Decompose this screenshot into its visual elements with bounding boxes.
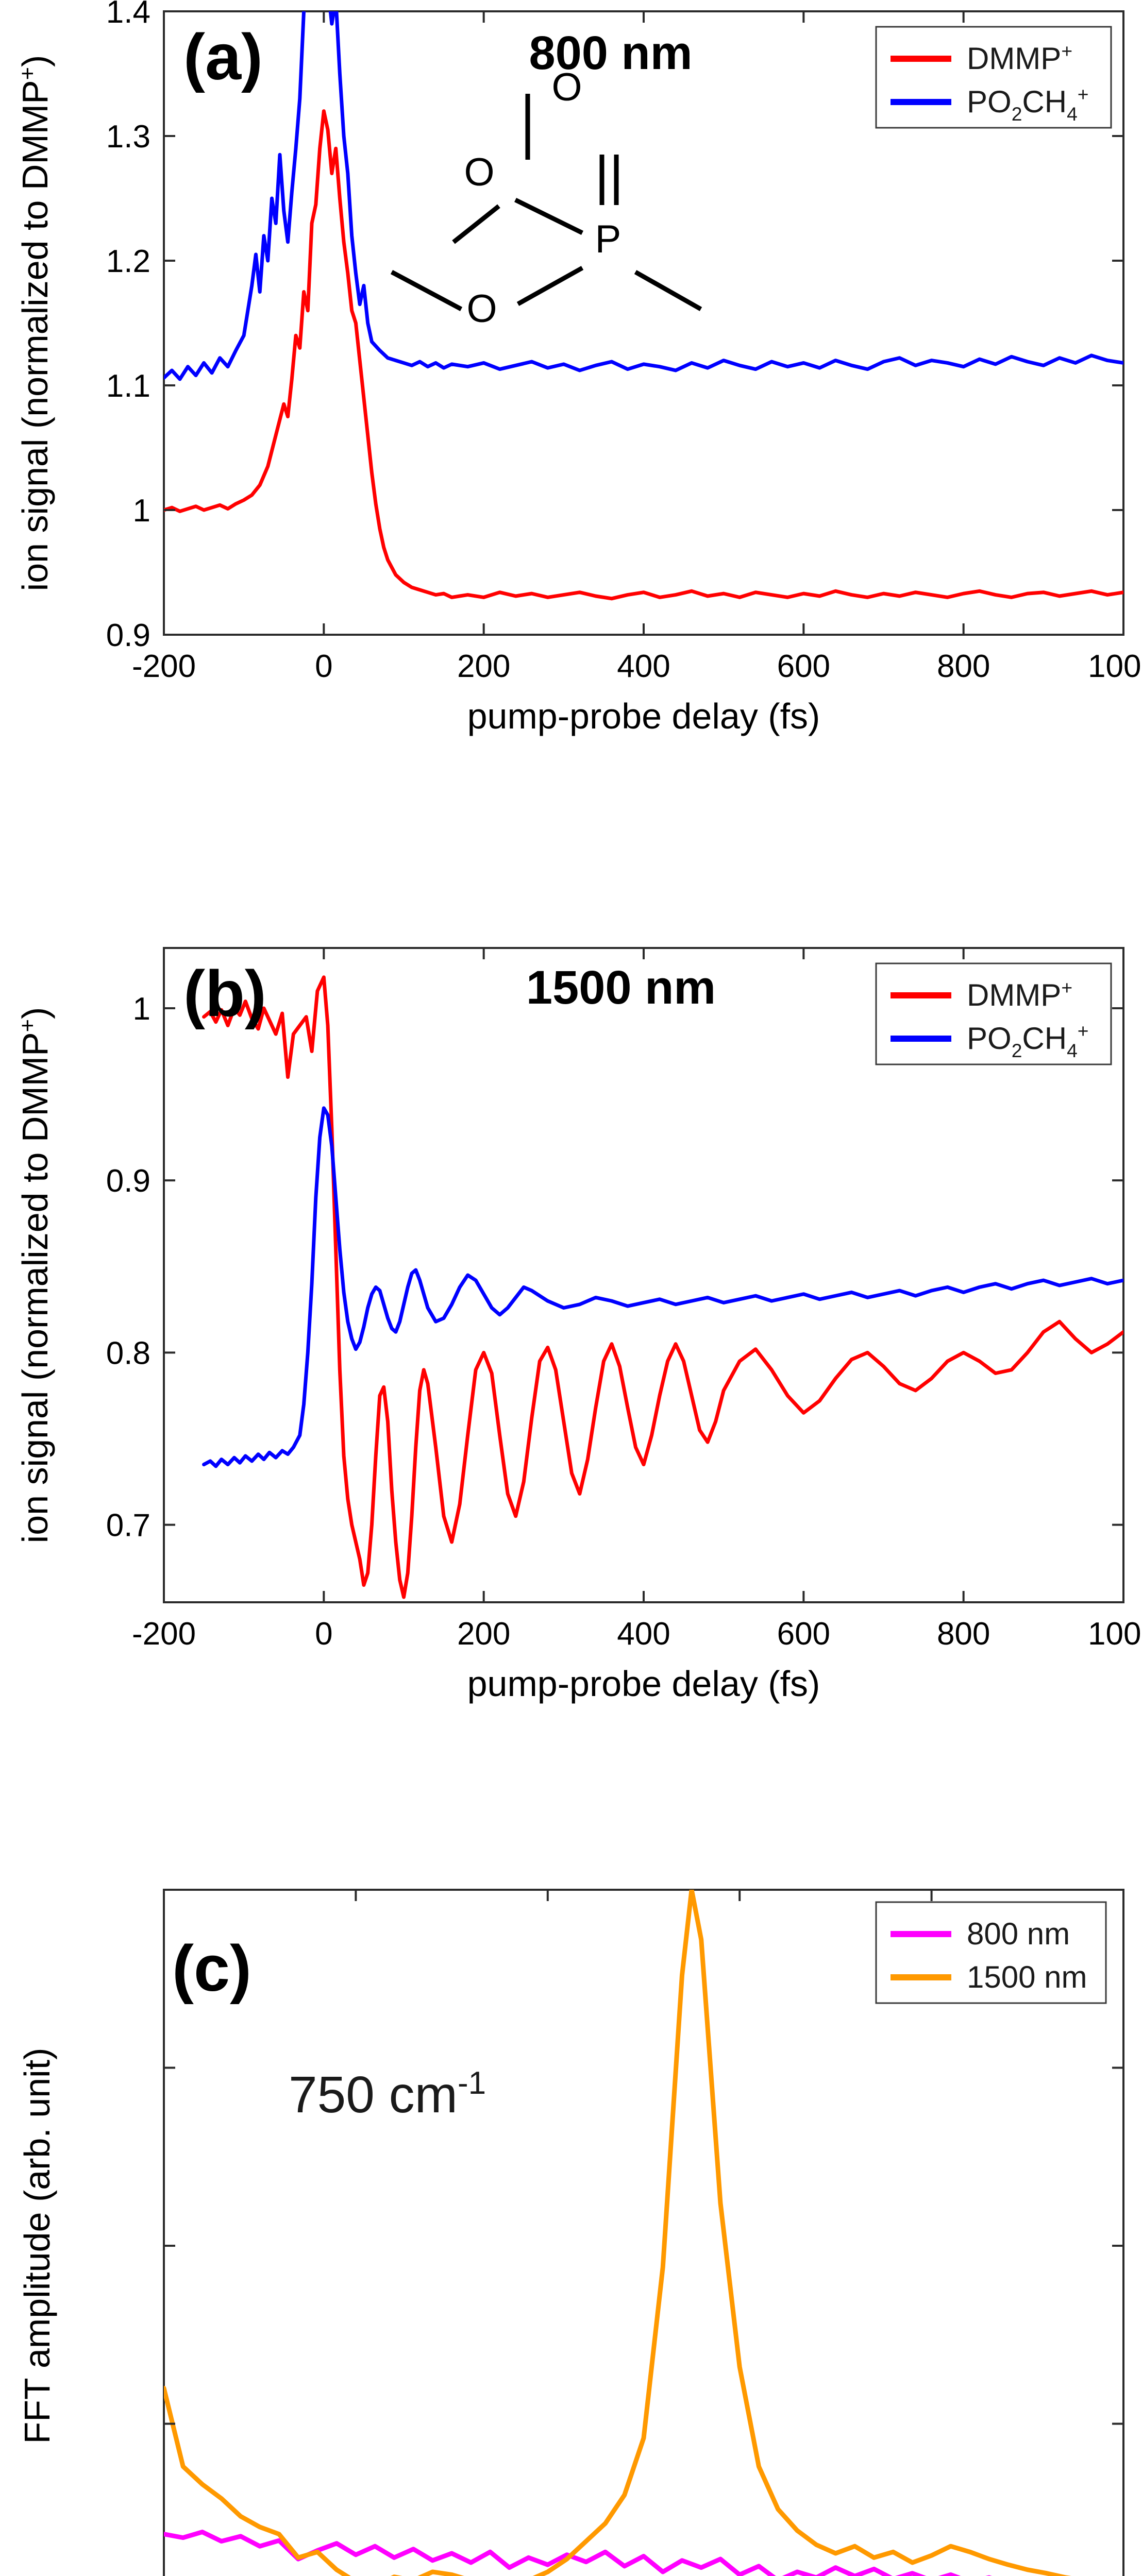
mol-bond (634, 270, 702, 311)
mol-bond (390, 270, 463, 311)
trace-po2ch4plus (164, 11, 1123, 381)
y-tick-label: 1.4 (106, 0, 150, 30)
legend-label: 800 nm (967, 1917, 1070, 1951)
legend-box (875, 26, 1112, 129)
x-tick-label: 600 (777, 649, 830, 684)
legend-box (875, 962, 1112, 1065)
mol-atom-p: P (595, 217, 622, 261)
traces-group (202, 975, 1123, 1599)
x-tick-label: 400 (617, 1616, 670, 1652)
trace-800-nm (164, 2530, 992, 2576)
peak-annotation: 750 cm-1 (289, 2065, 486, 2124)
y-tick-label: 0.8 (106, 1335, 150, 1371)
legend-label: DMMP+ (967, 977, 1072, 1012)
traces-group (164, 11, 1123, 601)
panel-letter: (a) (183, 21, 263, 93)
panel-c-plot: 20040060080010001200frequency (cm-1)FFT … (17, 1889, 1124, 2576)
x-tick-label: -200 (132, 649, 196, 684)
legend-label: PO2CH4+ (967, 83, 1088, 125)
traces-group (164, 1890, 1071, 2576)
y-tick-label: 0.7 (106, 1508, 150, 1544)
y-tick-label: 0.9 (106, 1163, 150, 1199)
mol-atom-o: O (464, 150, 494, 194)
x-axis-title: pump-probe delay (fs) (467, 696, 820, 736)
legend-box (875, 1901, 1107, 2004)
trace-dmmpplus (164, 109, 1123, 601)
dmmp-molecule-diagram: O O O P (390, 65, 702, 331)
x-tick-label: 800 (937, 649, 990, 684)
x-tick-label: 200 (457, 1616, 510, 1652)
legend-label: DMMP+ (967, 40, 1072, 76)
panel-letter: (c) (172, 1932, 251, 2005)
mol-atom-o: O (466, 287, 497, 331)
mol-bond (514, 197, 583, 235)
mol-bond (516, 266, 584, 306)
panel-title: 800 nm (529, 27, 692, 79)
x-tick-label: 200 (457, 649, 510, 684)
x-tick-label: 800 (937, 1616, 990, 1652)
x-axis-title: pump-probe delay (fs) (467, 1664, 820, 1704)
x-tick-label: 0 (315, 1616, 332, 1652)
y-tick-label: 1.1 (106, 368, 150, 404)
trace-dmmpplus (202, 975, 1123, 1599)
x-tick-label: -200 (132, 1616, 196, 1652)
y-axis-title: ion signal (normalized to DMMP+) (15, 1007, 55, 1544)
x-tick-label: 600 (777, 1616, 830, 1652)
legend-label: PO2CH4+ (967, 1020, 1088, 1061)
y-tick-label: 1.3 (106, 119, 150, 155)
y-axis-title: ion signal (normalized to DMMP+) (15, 55, 55, 591)
mol-bond (452, 204, 500, 244)
trace-1500-nm (164, 1890, 1071, 2576)
x-tick-label: 400 (617, 649, 670, 684)
y-tick-label: 1 (133, 991, 150, 1027)
x-tick-label: 0 (315, 649, 332, 684)
y-tick-label: 0.9 (106, 618, 150, 653)
trace-po2ch4plus (202, 1106, 1123, 1468)
y-axis-title: FFT amplitude (arb. unit) (17, 2048, 57, 2444)
y-tick-label: 1 (133, 493, 150, 529)
legend-label: 1500 nm (967, 1960, 1087, 1994)
plot-frame (163, 1889, 1124, 2576)
y-tick-label: 1.2 (106, 244, 150, 279)
panel-title: 1500 nm (526, 961, 716, 1014)
mol-atom-o: O (551, 65, 582, 109)
panel-c: 20040060080010001200frequency (cm-1)FFT … (0, 1865, 1142, 2576)
panel-letter: (b) (183, 957, 266, 1030)
